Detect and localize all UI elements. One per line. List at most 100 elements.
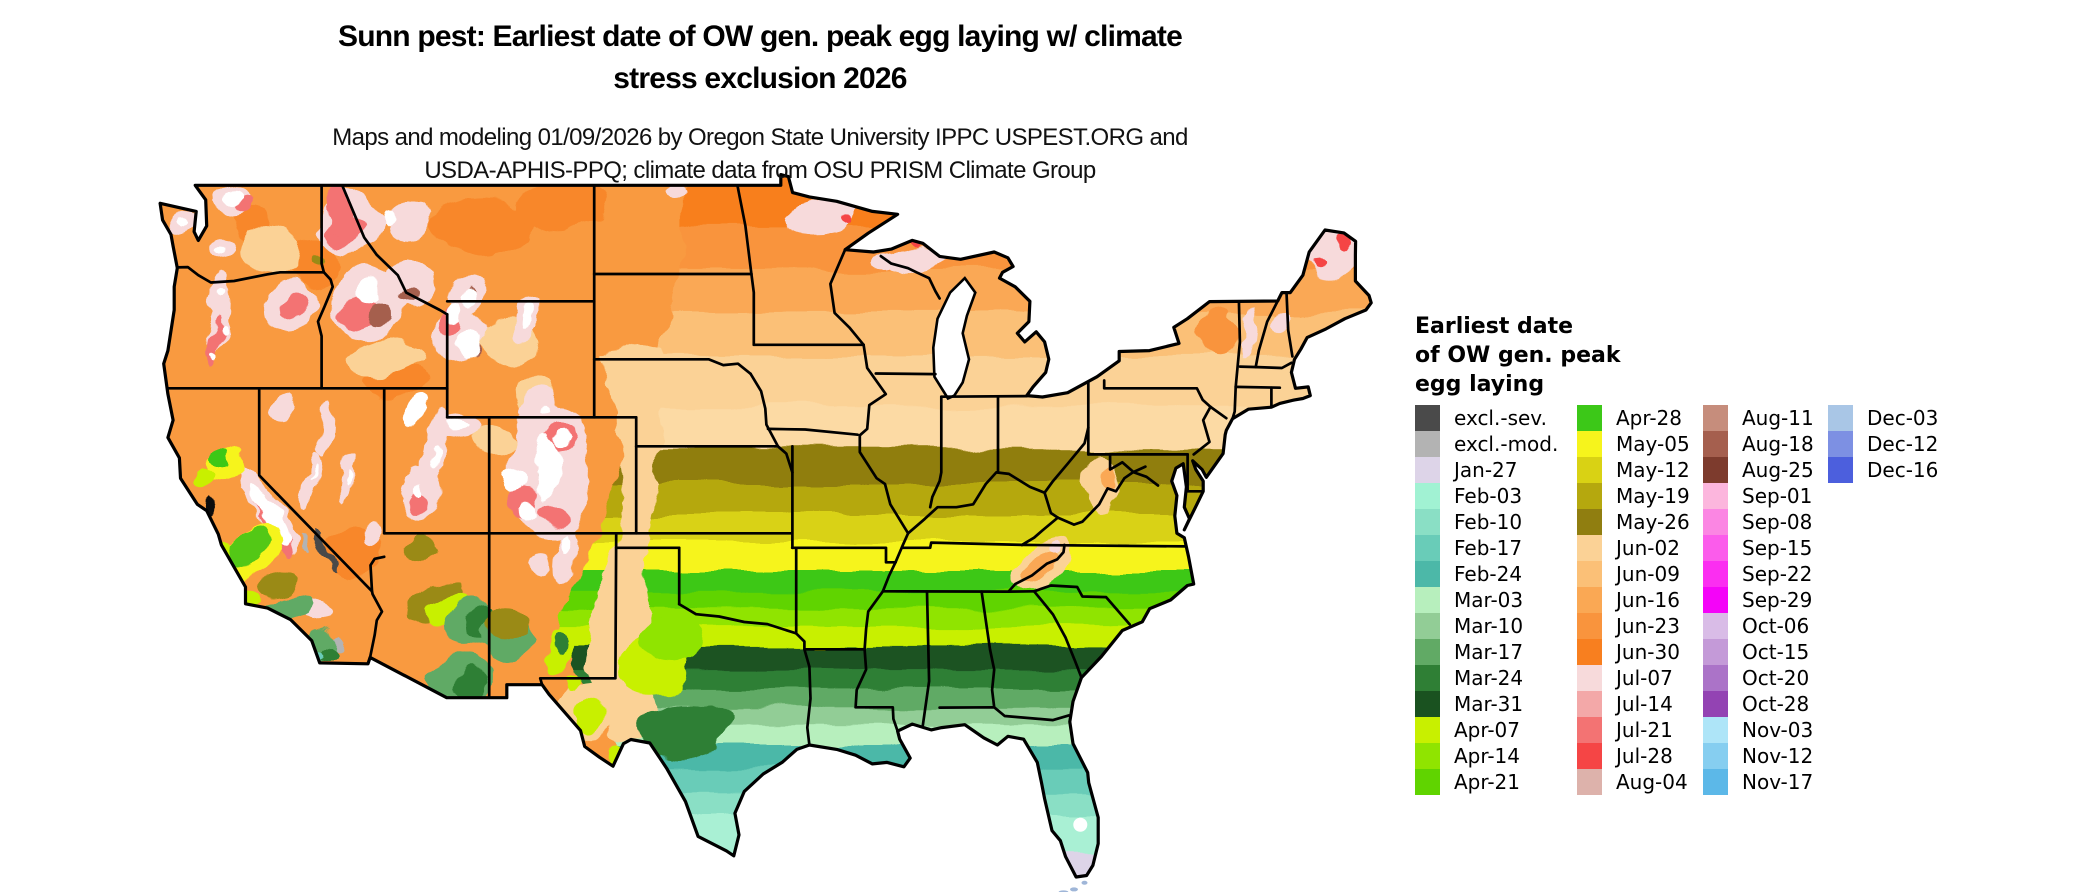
legend-swatch: [1703, 665, 1728, 691]
legend: excl.-sev. excl.-mod. Jan-27 Feb-03 Feb-10 Fe…: [1415, 405, 2075, 805]
legend-label: Dec-12: [1867, 432, 1939, 456]
subtitle: Maps and modeling 01/09/2026 by Oregon S…: [150, 121, 1370, 187]
legend-label: excl.-sev.: [1454, 406, 1547, 430]
legend-label: Oct-06: [1742, 614, 1810, 638]
legend-label: Oct-28: [1742, 692, 1810, 716]
legend-column-4: Dec-03 Dec-12 Dec-16: [1828, 405, 1938, 483]
legend-entry: Apr-14: [1415, 743, 1558, 769]
legend-entry: Feb-03: [1415, 483, 1558, 509]
legend-entry: Feb-10: [1415, 509, 1558, 535]
legend-entry: Jul-14: [1577, 691, 1690, 717]
legend-entry: excl.-mod.: [1415, 431, 1558, 457]
legend-swatch: [1577, 509, 1602, 535]
legend-swatch: [1415, 717, 1440, 743]
legend-label: Jul-28: [1616, 744, 1673, 768]
legend-swatch: [1415, 405, 1440, 431]
legend-swatch: [1577, 431, 1602, 457]
legend-entry: Nov-03: [1703, 717, 1814, 743]
legend-swatch: [1577, 405, 1602, 431]
map-fill: [160, 174, 1372, 878]
legend-entry: May-05: [1577, 431, 1690, 457]
legend-swatch: [1703, 691, 1728, 717]
legend-entry: Mar-31: [1415, 691, 1558, 717]
legend-swatch: [1415, 613, 1440, 639]
legend-label: Sep-22: [1742, 562, 1813, 586]
subtitle-line-1: Maps and modeling 01/09/2026 by Oregon S…: [332, 124, 1188, 151]
legend-swatch: [1577, 691, 1602, 717]
legend-entry: Dec-03: [1828, 405, 1938, 431]
legend-swatch: [1577, 743, 1602, 769]
legend-swatch: [1703, 717, 1728, 743]
legend-label: Aug-18: [1742, 432, 1814, 456]
legend-label: Nov-12: [1742, 744, 1814, 768]
legend-swatch: [1828, 457, 1853, 483]
state-borders: [166, 183, 1294, 747]
lakes: [931, 276, 1088, 832]
legend-label: Feb-24: [1454, 562, 1523, 586]
legend-entry: Apr-07: [1415, 717, 1558, 743]
legend-swatch: [1703, 613, 1728, 639]
legend-entry: Nov-12: [1703, 743, 1814, 769]
legend-entry: Jun-09: [1577, 561, 1690, 587]
legend-swatch: [1415, 665, 1440, 691]
legend-label: Apr-21: [1454, 770, 1520, 794]
legend-label: Mar-31: [1454, 692, 1524, 716]
legend-label: Dec-03: [1867, 406, 1939, 430]
legend-label: Apr-07: [1454, 718, 1520, 742]
legend-label: May-05: [1616, 432, 1690, 456]
legend-swatch: [1415, 743, 1440, 769]
legend-entry: Oct-20: [1703, 665, 1814, 691]
legend-label: Feb-10: [1454, 510, 1523, 534]
legend-entry: May-12: [1577, 457, 1690, 483]
legend-entry: excl.-sev.: [1415, 405, 1558, 431]
legend-label: Jul-14: [1616, 692, 1673, 716]
legend-label: Jun-09: [1616, 562, 1680, 586]
legend-label: Feb-17: [1454, 536, 1523, 560]
legend-swatch: [1703, 431, 1728, 457]
legend-entry: Sep-15: [1703, 535, 1814, 561]
legend-label: May-19: [1616, 484, 1690, 508]
legend-label: Dec-16: [1867, 458, 1939, 482]
legend-entry: Dec-12: [1828, 431, 1938, 457]
legend-entry: May-26: [1577, 509, 1690, 535]
legend-swatch: [1577, 639, 1602, 665]
legend-label: Sep-29: [1742, 588, 1813, 612]
legend-swatch: [1415, 535, 1440, 561]
legend-entry: Sep-08: [1703, 509, 1814, 535]
legend-entry: Oct-15: [1703, 639, 1814, 665]
legend-swatch: [1828, 431, 1853, 457]
legend-swatch: [1703, 483, 1728, 509]
legend-entry: Aug-25: [1703, 457, 1814, 483]
legend-swatch: [1415, 431, 1440, 457]
legend-label: Jul-21: [1616, 718, 1673, 742]
legend-entry: Apr-21: [1415, 769, 1558, 795]
legend-swatch: [1415, 691, 1440, 717]
subtitle-line-2: USDA-APHIS-PPQ; climate data from OSU PR…: [424, 157, 1096, 184]
legend-label: Jun-16: [1616, 588, 1680, 612]
legend-entry: Jul-07: [1577, 665, 1690, 691]
legend-label: Jun-23: [1616, 614, 1680, 638]
legend-entry: Jul-28: [1577, 743, 1690, 769]
legend-label: Mar-03: [1454, 588, 1524, 612]
legend-label: Sep-08: [1742, 510, 1813, 534]
legend-entry: Oct-28: [1703, 691, 1814, 717]
legend-swatch: [1828, 405, 1853, 431]
legend-label: excl.-mod.: [1454, 432, 1559, 456]
legend-swatch: [1703, 457, 1728, 483]
legend-entry: Dec-16: [1828, 457, 1938, 483]
legend-entry: Nov-17: [1703, 769, 1814, 795]
legend-swatch: [1415, 639, 1440, 665]
legend-entry: Aug-11: [1703, 405, 1814, 431]
legend-entry: Aug-04: [1577, 769, 1690, 795]
legend-label: Aug-25: [1742, 458, 1814, 482]
legend-entry: Jun-23: [1577, 613, 1690, 639]
legend-entry: Aug-18: [1703, 431, 1814, 457]
legend-swatch: [1577, 665, 1602, 691]
legend-swatch: [1415, 509, 1440, 535]
legend-label: Aug-11: [1742, 406, 1814, 430]
legend-label: Oct-20: [1742, 666, 1810, 690]
legend-swatch: [1577, 613, 1602, 639]
legend-swatch: [1703, 509, 1728, 535]
legend-column-2: Apr-28 May-05 May-12 May-19 May-26 Jun-02 Jun-…: [1577, 405, 1690, 795]
